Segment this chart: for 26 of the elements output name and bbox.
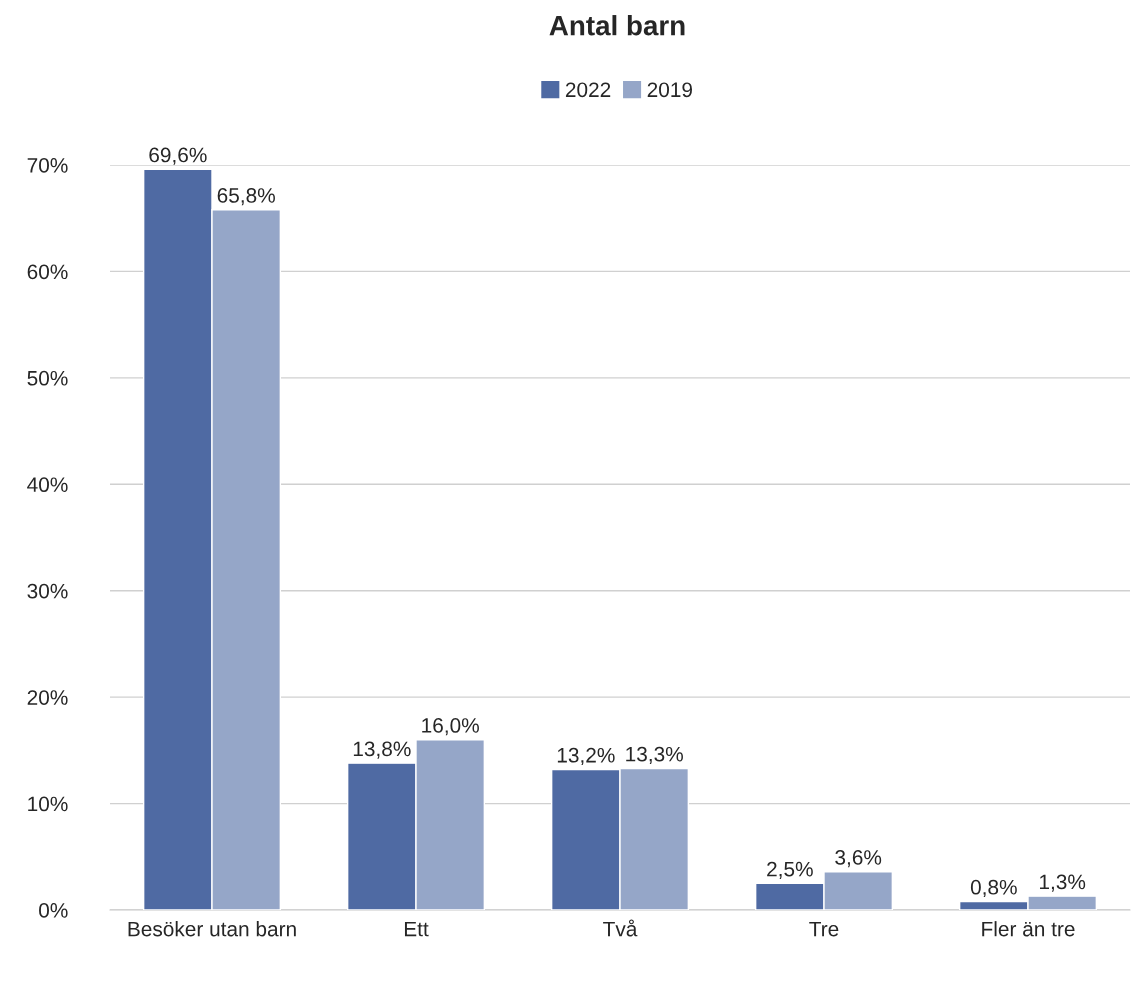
x-tick-label: Besöker utan barn [128, 921, 296, 937]
data-label: 1,3% [1040, 874, 1086, 892]
data-label: 65,8% [217, 188, 275, 206]
y-tick-label: 60% [27, 264, 68, 280]
y-tick-label: 50% [27, 370, 68, 386]
data-label: 3,6% [835, 850, 882, 868]
legend-label: 2019 [647, 82, 693, 98]
y-tick-label: 10% [28, 796, 68, 812]
data-label: 2,5% [767, 861, 813, 879]
x-tick-label: Två [603, 919, 638, 937]
y-tick-label: 70% [27, 158, 68, 173]
data-label: 69,6% [149, 147, 207, 165]
y-tick-label: 0% [39, 903, 68, 918]
data-label: 13,2% [557, 747, 615, 766]
x-tick-label: Tre [809, 921, 839, 937]
data-label: 0,8% [970, 879, 1017, 898]
data-label: 13,3% [626, 746, 683, 765]
y-tick-label: 30% [27, 583, 68, 599]
y-tick-label: 40% [27, 477, 68, 493]
x-tick-label: Fler än tre [982, 921, 1075, 937]
legend-label: 2022 [565, 82, 611, 98]
x-tick-label: Ett [404, 921, 429, 937]
y-tick-label: 20% [27, 690, 68, 705]
data-label: 13,8% [353, 741, 411, 759]
chart-title: Antal barn [549, 15, 685, 36]
data-label: 16,0% [422, 718, 479, 736]
